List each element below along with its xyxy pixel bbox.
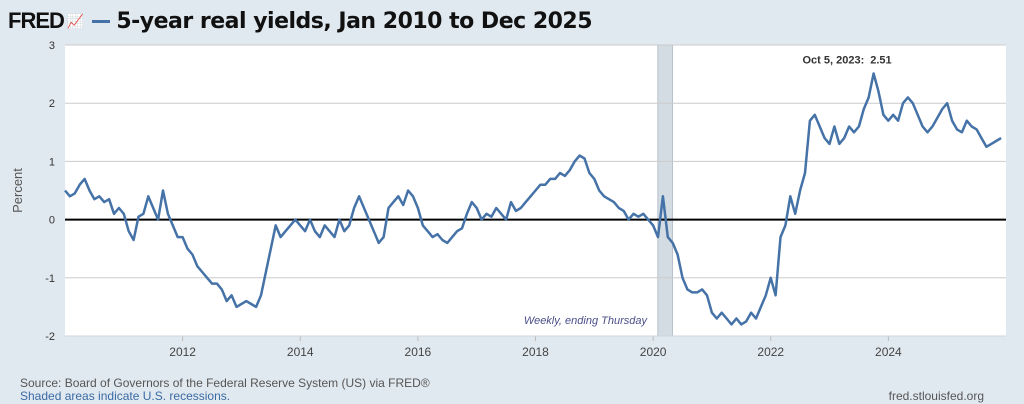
source-note: Source: Board of Governors of the Federa… (20, 376, 430, 390)
x-tick-label: 2024 (875, 345, 902, 359)
recession-note-link[interactable]: Shaded areas indicate U.S. recessions. (20, 389, 231, 403)
y-tick-label: -1 (45, 273, 55, 285)
fred-logo[interactable]: FRED (8, 8, 65, 33)
site-link[interactable]: fred.stlouisfed.org (888, 389, 984, 403)
recession-shading (657, 44, 674, 337)
x-tick-label: 2022 (757, 345, 784, 359)
y-tick-label: 0 (49, 215, 55, 227)
y-axis-label: Percent (10, 168, 25, 213)
frequency-note: Weekly, ending Thursday (524, 315, 649, 327)
x-tick-label: 2020 (640, 345, 667, 359)
legend-swatch (92, 19, 111, 23)
series-line (64, 72, 1002, 326)
x-tick-label: 2012 (169, 345, 196, 359)
chart-header: FRED 📈 5-year real yields, Jan 2010 to D… (8, 6, 593, 36)
annotation-label: Oct 5, 2023: (802, 55, 864, 67)
y-tick-label: 2 (49, 98, 55, 110)
y-tick-label: 1 (49, 156, 55, 168)
annotation-value: 2.51 (870, 55, 891, 67)
y-tick-label: 3 (49, 40, 55, 52)
x-tick-label: 2016 (405, 345, 432, 359)
chart-title: 5-year real yields, Jan 2010 to Dec 2025 (116, 8, 593, 34)
y-tick-label: -2 (45, 331, 55, 343)
chart-icon: 📈 (66, 12, 85, 29)
x-tick-label: 2018 (522, 345, 549, 359)
x-tick-label: 2014 (287, 345, 314, 359)
